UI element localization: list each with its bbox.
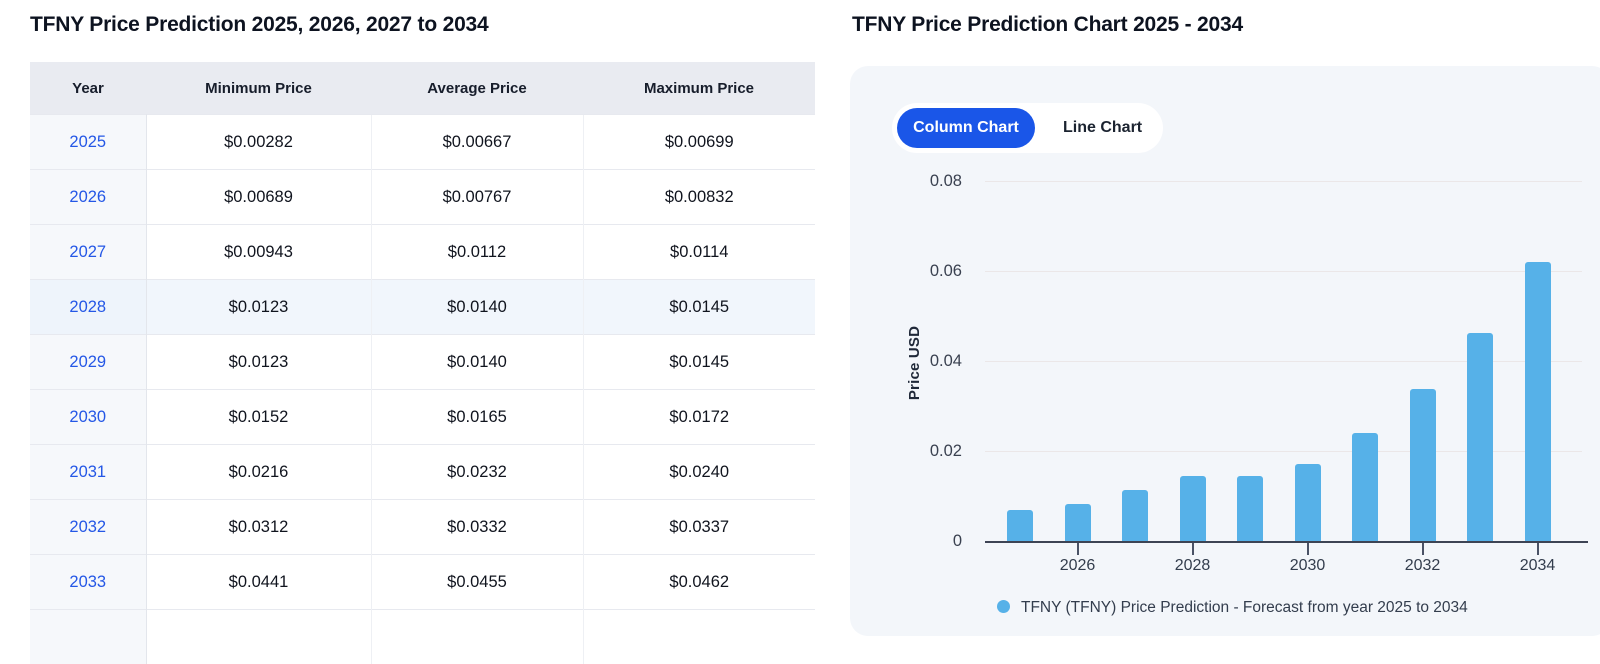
bar-2034[interactable]: [1525, 262, 1551, 541]
x-axis-tick-label: 2034: [1506, 557, 1570, 575]
legend-marker-icon: [997, 600, 1010, 613]
y-axis-tick-label: 0: [880, 531, 962, 551]
gridline: [985, 181, 1582, 182]
y-axis-tick-label: 0.02: [880, 441, 962, 461]
x-axis-tick: [1422, 543, 1424, 555]
y-axis-tick-label: 0.08: [880, 171, 962, 191]
x-axis-tick-label: 2030: [1276, 557, 1340, 575]
x-axis-tick: [1192, 543, 1194, 555]
x-axis-tick: [1077, 543, 1079, 555]
x-axis-tick: [1537, 543, 1539, 555]
bar-2032[interactable]: [1410, 389, 1436, 541]
y-axis-tick-label: 0.04: [880, 351, 962, 371]
y-axis-tick-label: 0.06: [880, 261, 962, 281]
bar-2026[interactable]: [1065, 504, 1091, 541]
bar-2031[interactable]: [1352, 433, 1378, 541]
legend-label: TFNY (TFNY) Price Prediction - Forecast …: [1021, 599, 1468, 617]
bar-2028[interactable]: [1180, 476, 1206, 541]
x-axis-tick-label: 2028: [1161, 557, 1225, 575]
bar-2029[interactable]: [1237, 476, 1263, 541]
x-axis-tick: [1307, 543, 1309, 555]
bar-2030[interactable]: [1295, 464, 1321, 541]
x-axis-line: [985, 541, 1588, 543]
bar-2025[interactable]: [1007, 510, 1033, 541]
x-axis-tick-label: 2026: [1046, 557, 1110, 575]
bar-2027[interactable]: [1122, 490, 1148, 541]
x-axis-tick-label: 2032: [1391, 557, 1455, 575]
bar-2033[interactable]: [1467, 333, 1493, 541]
gridline: [985, 271, 1582, 272]
bar-chart: Price USD TFNY (TFNY) Price Prediction -…: [0, 0, 1600, 624]
